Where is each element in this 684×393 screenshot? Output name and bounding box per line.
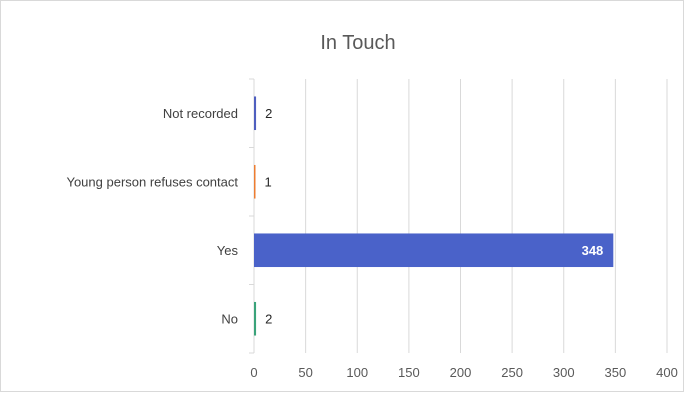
gridlines [249, 78, 668, 354]
bars [254, 96, 614, 336]
bar [254, 164, 256, 199]
x-tick-label: 50 [298, 365, 312, 380]
data-label: 2 [265, 311, 272, 326]
category-label: Yes [217, 243, 239, 258]
category-labels: Not recorded Young person refuses contact… [66, 106, 238, 327]
x-tick-label: 250 [501, 365, 523, 380]
x-tick-label: 400 [656, 365, 678, 380]
x-tick-label: 350 [605, 365, 627, 380]
x-tick-label: 100 [346, 365, 368, 380]
data-label: 348 [582, 243, 604, 258]
x-tick-label: 200 [450, 365, 472, 380]
bar [254, 233, 614, 268]
x-tick-label: 150 [398, 365, 420, 380]
bar [254, 96, 257, 131]
x-tick-label: 0 [250, 365, 257, 380]
x-tick-labels: 0 50 100 150 200 250 300 350 400 [250, 365, 677, 380]
category-label: No [221, 311, 238, 326]
data-label: 1 [265, 174, 272, 189]
category-label: Young person refuses contact [66, 174, 238, 189]
data-labels: 2 1 348 2 [265, 106, 604, 327]
category-label: Not recorded [163, 106, 238, 121]
bar [254, 301, 257, 336]
chart-title: In Touch [320, 32, 395, 54]
x-tick-label: 300 [553, 365, 575, 380]
data-label: 2 [265, 106, 272, 121]
